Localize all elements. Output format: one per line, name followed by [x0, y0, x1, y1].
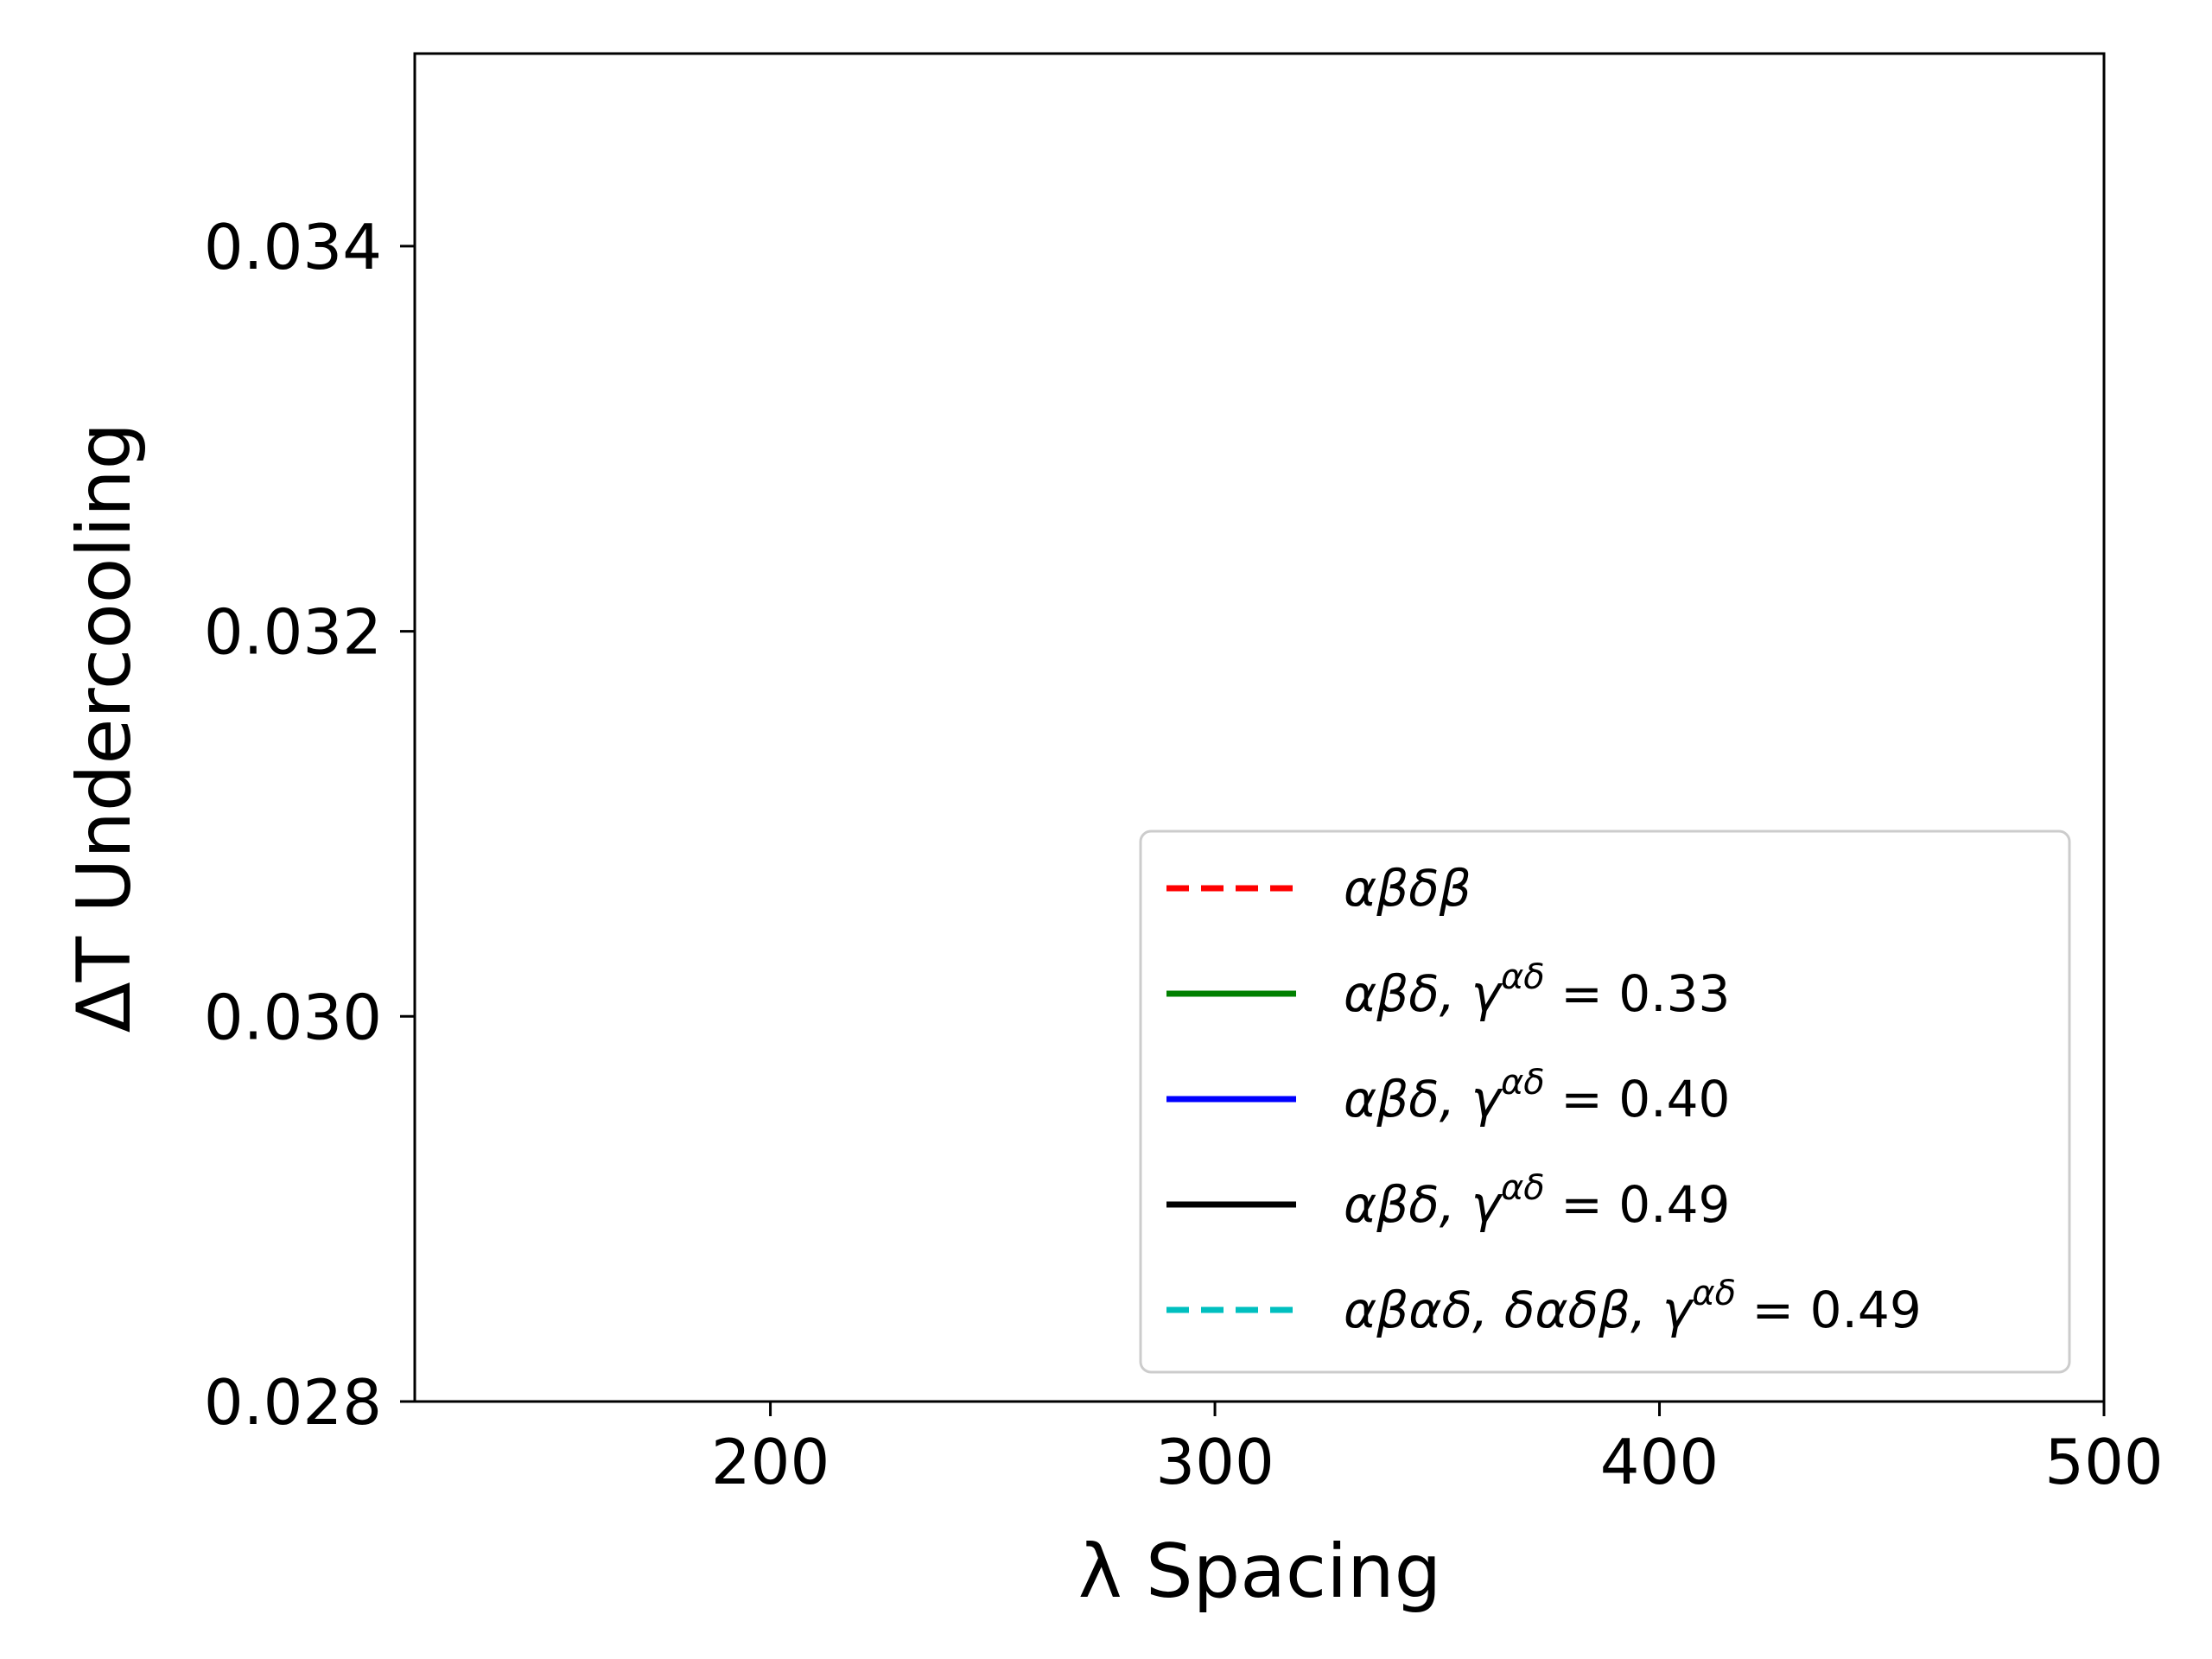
- legend-label-value: = 0.49: [1545, 1175, 1731, 1234]
- legend-label-1: αβδβ: [1344, 859, 1471, 918]
- legend-label-3: αβδ, γαδ = 0.40: [1344, 1063, 1730, 1128]
- y-axis: 0.028 0.030 0.032 0.034: [204, 211, 415, 1439]
- x-tick-label: 500: [2044, 1426, 2163, 1498]
- x-tick-label: 200: [711, 1426, 830, 1498]
- legend-label-value: = 0.49: [1736, 1281, 1922, 1339]
- legend-label-superscript: αδ: [1501, 1063, 1545, 1103]
- legend-label-superscript: αδ: [1692, 1274, 1736, 1313]
- legend-label-value: = 0.40: [1545, 1070, 1731, 1128]
- x-axis-title: λ Spacing: [1078, 1529, 1441, 1615]
- y-tick-label: 0.032: [204, 596, 382, 669]
- x-axis: 200 300 400 500: [711, 1402, 2164, 1498]
- legend-box: [1139, 830, 2071, 1374]
- plot-area-frame: [413, 52, 2106, 1403]
- legend-label-main: αβαδ, δαδβ, γ: [1344, 1281, 1694, 1339]
- legend-label-2: αβδ, γαδ = 0.33: [1344, 957, 1730, 1023]
- legend-label-superscript: αδ: [1501, 957, 1545, 997]
- x-tick-label: 300: [1155, 1426, 1274, 1498]
- y-tick-label: 0.030: [204, 981, 382, 1053]
- legend-label-main: αβδβ: [1344, 859, 1471, 918]
- legend-label-value: = 0.33: [1545, 964, 1731, 1023]
- legend-label-superscript: αδ: [1501, 1168, 1545, 1208]
- legend-label-main: αβδ, γ: [1344, 1175, 1503, 1234]
- legend-label-4: αβδ, γαδ = 0.49: [1344, 1168, 1730, 1234]
- y-axis-title: ΔT Undercooling: [61, 423, 148, 1033]
- legend-label-5: αβαδ, δαδβ, γαδ = 0.49: [1344, 1274, 1922, 1339]
- y-tick-label: 0.028: [204, 1366, 382, 1439]
- x-tick-label: 400: [1600, 1426, 1719, 1498]
- y-tick-label: 0.034: [204, 211, 382, 283]
- legend-label-main: αβδ, γ: [1344, 964, 1503, 1023]
- legend-label-main: αβδ, γ: [1344, 1070, 1503, 1128]
